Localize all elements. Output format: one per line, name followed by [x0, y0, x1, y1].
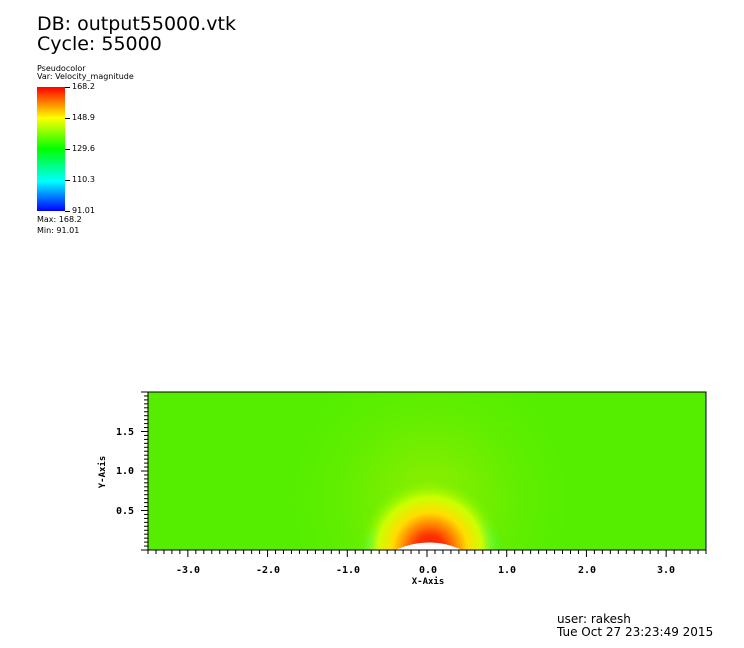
colorbar-tick: [65, 211, 70, 212]
x-tick-label: -2.0: [256, 565, 280, 576]
x-axis-ticks: [147, 550, 707, 557]
x-tick-label: 2.0: [578, 565, 596, 576]
legend-max-value: Max: 168.2: [37, 215, 82, 224]
x-tick-label: -1.0: [336, 565, 360, 576]
legend-variable: Var: Velocity_magnitude: [37, 72, 134, 81]
y-axis-title: Y-Axis: [97, 456, 108, 489]
plot-area[interactable]: -3.0 -2.0 -1.0 0.0 1.0 2.0 3.0 0.5 1.0 1…: [0, 380, 744, 590]
database-title: DB: output55000.vtk: [37, 13, 236, 35]
y-tick-label: 0.5: [116, 506, 134, 517]
x-tick-label: -3.0: [176, 565, 200, 576]
x-axis-title: X-Axis: [412, 576, 445, 587]
footer-date: Tue Oct 27 23:23:49 2015: [557, 625, 714, 639]
legend-min-value: Min: 91.01: [37, 226, 80, 235]
colorbar-tick: [65, 118, 70, 119]
x-tick-label: 1.0: [498, 565, 516, 576]
y-axis-ticks: [141, 391, 148, 551]
y-tick-label: 1.0: [116, 466, 134, 477]
x-tick-label: 3.0: [657, 565, 675, 576]
colorbar-label: 148.9: [72, 113, 95, 122]
colorbar-label: 129.6: [72, 144, 95, 153]
cycle-title: Cycle: 55000: [37, 33, 162, 55]
colorbar-tick: [65, 149, 70, 150]
obstacle-shape: [395, 542, 462, 550]
colorbar-tick: [65, 180, 70, 181]
footer-user: user: rakesh: [557, 612, 631, 626]
colorbar: [37, 87, 65, 211]
colorbar-tick: [65, 87, 70, 88]
legend-plot-type: Pseudocolor: [37, 64, 86, 73]
y-tick-label: 1.5: [116, 427, 134, 438]
colorbar-label: 110.3: [72, 175, 95, 184]
colorbar-label-max: 168.2: [72, 82, 95, 91]
colorbar-label-min: 91.01: [72, 206, 95, 215]
x-tick-label: 0.0: [419, 565, 437, 576]
velocity-field: [148, 392, 706, 550]
